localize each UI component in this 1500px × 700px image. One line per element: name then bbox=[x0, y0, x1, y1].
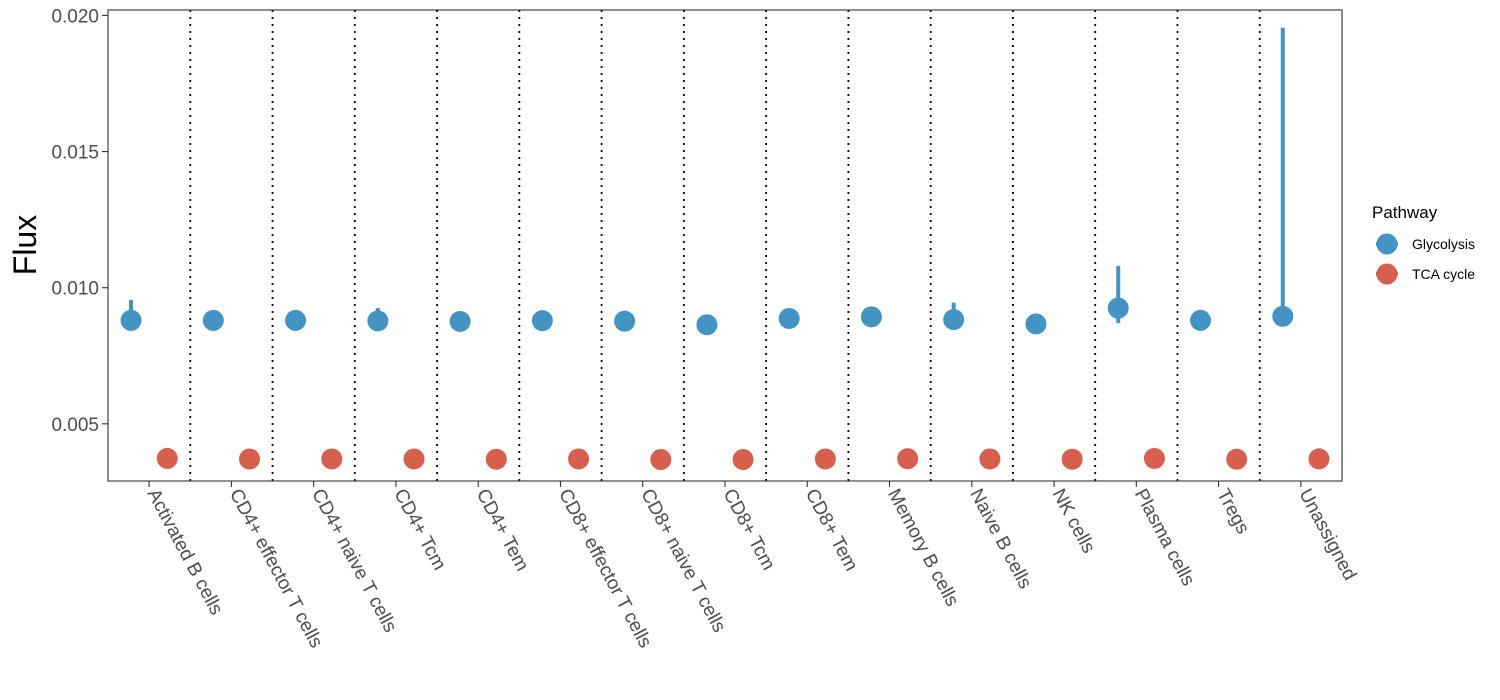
y-tick-label: 0.015 bbox=[51, 143, 99, 164]
legend-key-dot bbox=[1376, 263, 1398, 285]
data-points bbox=[120, 297, 1330, 470]
data-point bbox=[1272, 305, 1294, 327]
legend-title: Pathway bbox=[1372, 203, 1438, 222]
x-tick-label: Activated B cells bbox=[143, 485, 227, 618]
data-point bbox=[943, 309, 965, 331]
x-tick-label: CD8+ Tem bbox=[801, 485, 862, 574]
x-tick-label: CD8+ naive T cells bbox=[636, 485, 729, 636]
data-point bbox=[238, 448, 260, 470]
data-point bbox=[485, 448, 507, 470]
legend-items: Glycolysis TCA cycle bbox=[1376, 233, 1475, 285]
error-bars bbox=[129, 27, 1321, 461]
legend-label: Glycolysis bbox=[1412, 236, 1475, 252]
data-point bbox=[1107, 297, 1129, 319]
legend-label: TCA cycle bbox=[1412, 266, 1475, 282]
category-separators bbox=[189, 10, 1261, 481]
data-point bbox=[1061, 448, 1083, 470]
x-tick-label: CD4+ Tcm bbox=[390, 485, 450, 573]
y-tick-label: 0.020 bbox=[51, 6, 99, 27]
x-tick-label: CD8+ Tcm bbox=[719, 485, 779, 573]
plot-panel-border bbox=[107, 9, 1343, 482]
data-point bbox=[614, 310, 636, 332]
data-point bbox=[156, 447, 178, 469]
y-tick-label: 0.005 bbox=[51, 415, 99, 436]
data-point bbox=[1025, 313, 1047, 335]
data-point bbox=[1190, 309, 1212, 331]
data-point bbox=[696, 314, 718, 336]
data-point bbox=[321, 448, 343, 470]
x-tick-label: Memory B cells bbox=[883, 485, 963, 610]
data-point bbox=[531, 310, 553, 332]
data-point bbox=[814, 448, 836, 470]
data-point bbox=[120, 309, 142, 331]
data-point bbox=[367, 310, 389, 332]
data-point bbox=[285, 309, 307, 331]
y-tick-label: 0.010 bbox=[51, 279, 99, 300]
data-point bbox=[1143, 447, 1165, 469]
x-tick-label: CD4+ naive T cells bbox=[307, 485, 400, 636]
y-axis: 0.005 0.010 0.015 0.020 bbox=[51, 6, 108, 436]
data-point bbox=[403, 448, 425, 470]
x-tick-label: Tregs bbox=[1212, 485, 1253, 537]
data-point bbox=[1308, 448, 1330, 470]
data-point bbox=[449, 310, 471, 332]
x-tick-label: NK cells bbox=[1048, 485, 1099, 556]
data-point bbox=[897, 448, 919, 470]
x-tick-label: Naive B cells bbox=[965, 485, 1035, 592]
data-point bbox=[860, 306, 882, 328]
x-tick-label: CD4+ effector T cells bbox=[225, 485, 327, 651]
data-point bbox=[778, 307, 800, 329]
x-tick-label: CD8+ effector T cells bbox=[554, 485, 656, 651]
data-point bbox=[568, 448, 590, 470]
data-point bbox=[732, 448, 754, 470]
legend: Pathway Glycolysis TCA cycle bbox=[1372, 203, 1475, 285]
y-axis-title: Flux bbox=[7, 215, 43, 275]
data-point bbox=[979, 448, 1001, 470]
data-point bbox=[1226, 448, 1248, 470]
x-tick-label: CD4+ Tem bbox=[472, 485, 533, 574]
x-tick-label: Unassigned bbox=[1294, 485, 1360, 583]
data-point bbox=[650, 448, 672, 470]
data-point bbox=[202, 309, 224, 331]
x-tick-label: Plasma cells bbox=[1130, 485, 1199, 589]
legend-key-dot bbox=[1376, 233, 1398, 255]
